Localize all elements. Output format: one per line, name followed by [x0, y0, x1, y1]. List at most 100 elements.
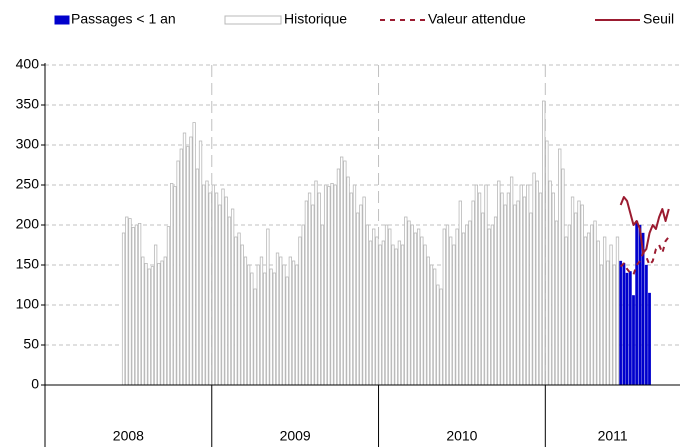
bar	[404, 216, 408, 386]
bar	[436, 284, 440, 386]
bar	[590, 224, 594, 386]
bar	[128, 218, 132, 386]
bar	[416, 228, 421, 386]
bar	[449, 236, 453, 386]
bar	[189, 136, 193, 386]
bar	[372, 228, 376, 386]
bar	[230, 208, 235, 386]
y-tick-label: 150	[16, 256, 40, 272]
bar	[253, 288, 257, 386]
bar	[160, 260, 164, 386]
bar	[384, 224, 389, 386]
bar	[173, 186, 177, 386]
bar	[567, 224, 572, 386]
y-tick-label: 0	[31, 376, 39, 392]
bar	[330, 182, 334, 386]
bar	[625, 272, 629, 386]
bar	[583, 236, 588, 386]
bar	[362, 196, 366, 386]
bar	[388, 228, 392, 386]
bar	[365, 224, 369, 386]
bar	[356, 212, 360, 386]
bar	[622, 263, 626, 386]
bar	[429, 264, 434, 386]
bar	[205, 180, 209, 386]
bar	[192, 122, 196, 386]
bar	[526, 184, 530, 386]
bar	[522, 196, 527, 386]
bar	[606, 260, 610, 386]
bar	[407, 220, 411, 386]
bar	[570, 196, 575, 386]
y-tick-label: 200	[16, 216, 40, 232]
bar	[580, 204, 584, 386]
bar	[340, 156, 344, 386]
bar	[288, 256, 292, 386]
x-group-label: 2011	[598, 428, 628, 444]
bar	[538, 192, 543, 386]
bar	[554, 220, 559, 386]
x-group-label: 2008	[113, 428, 144, 444]
bar	[397, 240, 402, 386]
bar	[346, 176, 350, 386]
bar	[599, 264, 604, 386]
bar	[246, 264, 251, 386]
bar	[250, 272, 254, 386]
bar	[391, 244, 395, 386]
bar	[548, 180, 552, 386]
bar	[134, 224, 139, 386]
bar	[314, 180, 318, 386]
bar	[378, 244, 382, 386]
bar	[558, 148, 562, 386]
bar	[141, 256, 145, 386]
bar	[619, 260, 623, 386]
bar	[202, 184, 206, 386]
bar	[394, 248, 398, 386]
bar	[564, 236, 568, 386]
bar	[612, 264, 616, 386]
bar	[275, 252, 280, 386]
bar	[144, 262, 148, 386]
bar	[211, 184, 216, 386]
bar	[609, 244, 613, 386]
bar	[343, 160, 347, 386]
bar	[461, 232, 466, 386]
bar	[195, 168, 199, 386]
bar	[317, 192, 321, 386]
bar	[545, 140, 549, 386]
bar	[468, 220, 472, 386]
bar	[519, 184, 523, 386]
bar	[221, 188, 225, 386]
line	[619, 196, 670, 254]
bar	[295, 264, 299, 386]
bar	[445, 224, 450, 386]
x-group-label: 2010	[446, 428, 477, 444]
legend-label: Passages < 1 an	[71, 11, 176, 27]
bar	[137, 222, 142, 386]
bar	[497, 180, 501, 386]
bar	[423, 244, 427, 386]
bar	[516, 200, 520, 386]
bar	[256, 264, 260, 386]
bar	[150, 266, 155, 386]
bar	[490, 224, 495, 386]
bar	[574, 212, 578, 386]
bar	[433, 268, 437, 386]
y-tick-label: 400	[16, 56, 40, 72]
bar	[471, 200, 475, 386]
bar	[301, 224, 305, 386]
bar	[500, 192, 504, 386]
bar	[426, 256, 430, 386]
bar	[648, 292, 651, 386]
bar	[551, 192, 555, 386]
bar	[234, 236, 238, 386]
bar	[218, 204, 222, 386]
bar	[279, 256, 283, 386]
bar	[474, 184, 479, 386]
bar	[593, 220, 597, 386]
bar	[327, 186, 331, 386]
bar	[493, 216, 498, 386]
bar	[635, 220, 639, 386]
bar	[240, 244, 244, 386]
bar	[596, 240, 600, 386]
